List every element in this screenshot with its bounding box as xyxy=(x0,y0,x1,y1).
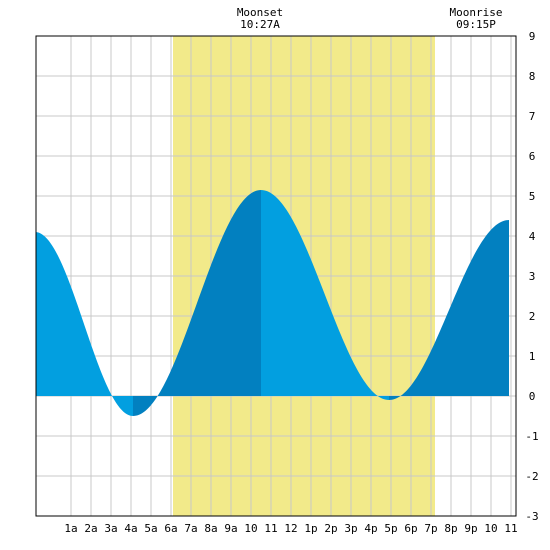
x-tick-label: 8a xyxy=(204,522,217,535)
y-tick-label: 7 xyxy=(529,110,536,123)
y-tick-label: -2 xyxy=(525,470,538,483)
tide-area-falling xyxy=(36,232,133,416)
x-tick-label: 10 xyxy=(244,522,257,535)
y-tick-label: 8 xyxy=(529,70,536,83)
x-tick-label: 11 xyxy=(264,522,277,535)
y-tick-label: 0 xyxy=(529,390,536,403)
tide-area-layer xyxy=(36,190,509,416)
plot-frame xyxy=(35,35,517,517)
y-tick-label: 6 xyxy=(529,150,536,163)
x-tick-label: 11 xyxy=(504,522,517,535)
x-tick-label: 7a xyxy=(184,522,197,535)
y-tick-labels: -3 -2 -1 0 1 2 3 4 5 6 7 8 9 xyxy=(525,30,538,523)
x-tick-label: 8p xyxy=(444,522,457,535)
x-tick-label: 3p xyxy=(344,522,357,535)
moon-event-name: Moonrise xyxy=(450,6,503,19)
tide-area-rising xyxy=(389,220,509,400)
x-tick-label: 6p xyxy=(404,522,417,535)
tide-area-rising xyxy=(133,190,261,416)
plot-frame-layer xyxy=(35,35,517,517)
y-tick-label: -3 xyxy=(525,510,538,523)
x-tick-label: 5a xyxy=(144,522,157,535)
x-tick-label: 3a xyxy=(104,522,117,535)
x-tick-label: 5p xyxy=(384,522,397,535)
y-tick-label: 2 xyxy=(529,310,536,323)
x-tick-label: 1a xyxy=(64,522,77,535)
moon-event-time: 10:27A xyxy=(240,18,280,31)
moon-event-name: Moonset xyxy=(237,6,283,19)
y-tick-label: -1 xyxy=(525,430,538,443)
x-tick-label: 7p xyxy=(424,522,437,535)
moon-event-time: 09:15P xyxy=(456,18,496,31)
y-tick-label: 9 xyxy=(529,30,536,43)
x-tick-label: 12 xyxy=(284,522,297,535)
y-tick-label: 3 xyxy=(529,270,536,283)
x-tick-label: 9p xyxy=(464,522,477,535)
y-tick-label: 4 xyxy=(529,230,536,243)
y-tick-label: 1 xyxy=(529,350,536,363)
x-tick-label: 9a xyxy=(224,522,237,535)
x-tick-labels: 1a 2a 3a 4a 5a 6a 7a 8a 9a 10 11 12 1p 2p 3p 4p 5p 6p 7p 8p… xyxy=(64,522,517,535)
x-tick-label: 4p xyxy=(364,522,377,535)
x-tick-label: 2p xyxy=(324,522,337,535)
x-tick-label: 4a xyxy=(124,522,137,535)
x-tick-label: 2a xyxy=(84,522,97,535)
x-tick-label: 10 xyxy=(484,522,497,535)
y-tick-label: 5 xyxy=(529,190,536,203)
x-tick-label: 1p xyxy=(304,522,317,535)
x-tick-label: 6a xyxy=(164,522,177,535)
tide-area-falling xyxy=(261,190,389,400)
